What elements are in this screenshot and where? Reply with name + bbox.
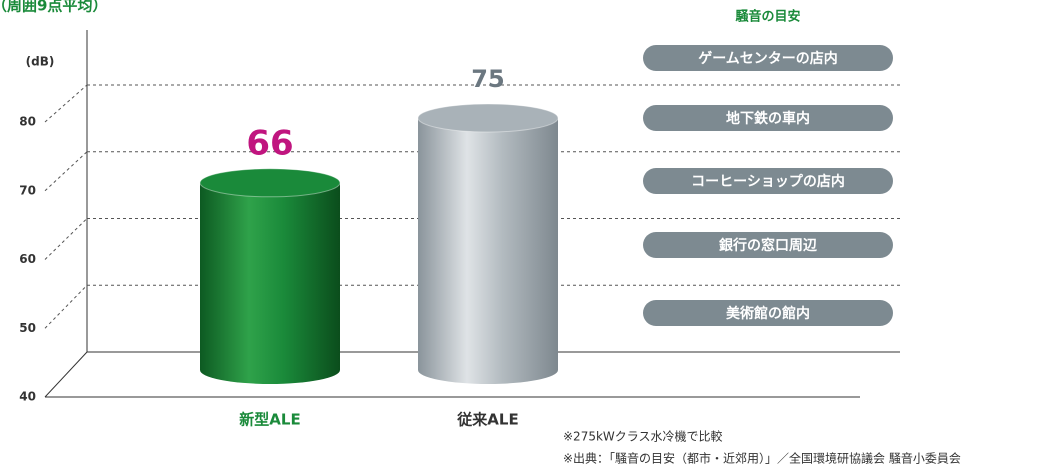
reference-label: 美術館の館内 [726, 305, 810, 322]
reference-title: 騒音の目安 [734, 9, 800, 25]
grid-diagonal [44, 151, 88, 192]
y-tick-label: 80 [19, 115, 36, 129]
value-label: 66 [246, 123, 293, 163]
reference-label: コーヒーショップの店内 [691, 173, 845, 190]
bar-top [417, 103, 559, 133]
note: ※出典：「騒音の目安（都市・近郊用）」／全国環境研協議会 騒音小委員会 [563, 451, 961, 466]
bar [200, 182, 340, 384]
y-tick-label: 50 [19, 321, 36, 335]
x-tick-label: 従来ALE [456, 411, 518, 429]
reference-pill [643, 232, 893, 258]
y-tick-label: 40 [19, 390, 36, 404]
grid-diagonal [44, 284, 88, 329]
floor-edge [44, 351, 88, 398]
grid-diagonal [44, 218, 88, 260]
chart-title: （周囲9点平均） [0, 0, 107, 15]
y-tick-label: 70 [19, 183, 36, 197]
reference-pill [643, 168, 893, 194]
reference-label: ゲームセンターの店内 [698, 50, 838, 67]
y-unit-label: (dB) [26, 55, 55, 69]
reference-label: 地下鉄の車内 [726, 110, 810, 127]
grid-diagonal [44, 84, 88, 123]
reference-pill [643, 45, 893, 71]
reference-pill [643, 105, 893, 131]
y-tick-label: 60 [19, 252, 36, 266]
x-tick-label: 新型ALE [239, 411, 300, 429]
bar-top [199, 168, 341, 198]
note: ※275kWクラス水冷機で比較 [563, 429, 723, 444]
bar [418, 118, 558, 384]
reference-label: 銀行の窓口周辺 [719, 237, 817, 254]
value-label: 75 [471, 65, 504, 93]
reference-pill [643, 300, 893, 326]
